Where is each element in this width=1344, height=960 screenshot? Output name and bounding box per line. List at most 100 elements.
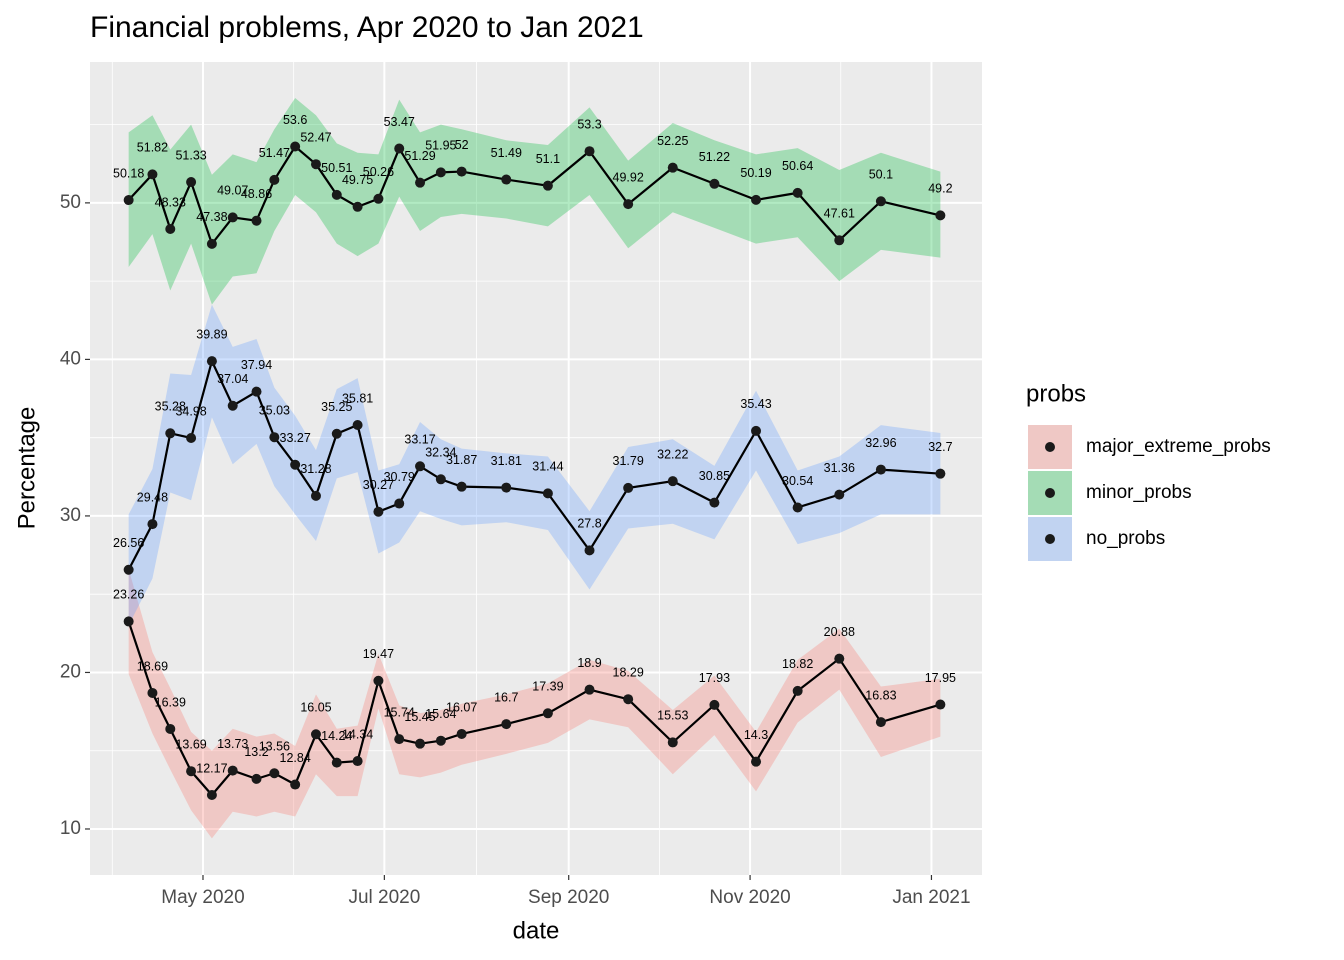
- point: [501, 719, 512, 730]
- data-label: 30.85: [699, 469, 730, 483]
- point: [352, 419, 363, 430]
- point: [751, 425, 762, 436]
- data-label: 50.18: [113, 166, 144, 180]
- data-label: 31.44: [532, 460, 563, 474]
- data-label: 49.07: [217, 184, 248, 198]
- point: [751, 194, 762, 205]
- point: [875, 196, 886, 207]
- data-label: 35.03: [259, 403, 290, 417]
- point: [542, 180, 553, 191]
- data-label: 50.26: [363, 165, 394, 179]
- data-label: 49.2: [928, 182, 952, 196]
- point: [542, 708, 553, 719]
- point: [792, 685, 803, 696]
- point: [751, 756, 762, 767]
- point: [269, 432, 280, 443]
- data-label: 50.64: [782, 159, 813, 173]
- data-label: 13.69: [175, 738, 206, 752]
- point: [269, 768, 280, 779]
- point: [875, 464, 886, 475]
- data-label: 16.7: [494, 690, 518, 704]
- point: [251, 773, 262, 784]
- data-label: 15.74: [384, 705, 415, 719]
- data-label: 37.94: [241, 358, 272, 372]
- data-label: 18.82: [782, 657, 813, 671]
- data-label: 31.79: [613, 454, 644, 468]
- point: [147, 519, 158, 530]
- y-tick-label: 30: [60, 505, 81, 526]
- data-label: 19.47: [363, 647, 394, 661]
- data-label: 17.93: [699, 671, 730, 685]
- data-label: 16.83: [865, 688, 896, 702]
- x-tick-label: Nov 2020: [709, 887, 790, 908]
- legend-dot: [1045, 488, 1055, 498]
- data-label: 51.29: [404, 149, 435, 163]
- line: [127, 621, 941, 797]
- data-label: 53.3: [577, 118, 601, 132]
- point: [501, 174, 512, 185]
- data-label: 32.96: [865, 436, 896, 450]
- point: [123, 564, 134, 575]
- data-label: 50.51: [321, 161, 352, 175]
- data-label: 32.22: [657, 447, 688, 461]
- data-label: 15.53: [657, 709, 688, 723]
- point: [186, 177, 197, 188]
- ribbon: [128, 569, 941, 839]
- point: [290, 779, 301, 790]
- legend-dot: [1045, 442, 1055, 452]
- point: [310, 490, 321, 501]
- point: [456, 481, 467, 492]
- data-label: 18.29: [613, 666, 644, 680]
- point: [792, 502, 803, 513]
- data-label: 12.84: [280, 751, 311, 765]
- data-label: 51.82: [137, 141, 168, 155]
- data-label: 30.27: [363, 478, 394, 492]
- y-tick-label: 10: [60, 818, 81, 839]
- point: [875, 717, 886, 728]
- data-label: 48.86: [241, 187, 272, 201]
- data-label: 15.64: [425, 707, 456, 721]
- point: [206, 356, 217, 367]
- data-label: 14.34: [342, 727, 373, 741]
- point: [147, 169, 158, 180]
- data-label: 18.9: [577, 656, 601, 670]
- point: [456, 166, 467, 177]
- data-label: 27.8: [577, 517, 601, 531]
- x-tick-label: Jul 2020: [348, 887, 420, 908]
- data-label: 53.47: [384, 115, 415, 129]
- data-label: 32.7: [928, 440, 952, 454]
- data-label: 31.81: [491, 454, 522, 468]
- point: [623, 694, 634, 705]
- x-axis-title: date: [513, 917, 560, 944]
- data-label: 31.36: [824, 461, 855, 475]
- point: [394, 734, 405, 745]
- data-label: 34.98: [175, 404, 206, 418]
- point: [501, 482, 512, 493]
- point: [709, 497, 720, 508]
- data-label: 31.87: [446, 453, 477, 467]
- point: [310, 729, 321, 740]
- point: [435, 167, 446, 178]
- data-label: 52: [455, 138, 469, 152]
- data-label: 32.34: [425, 446, 456, 460]
- point: [584, 146, 595, 157]
- data-label: 50.1: [869, 168, 893, 182]
- data-label: 33.27: [280, 431, 311, 445]
- point: [709, 178, 720, 189]
- point: [206, 790, 217, 801]
- data-label: 39.89: [196, 327, 227, 341]
- point: [935, 210, 946, 221]
- point: [935, 699, 946, 710]
- point: [394, 498, 405, 509]
- point: [834, 489, 845, 500]
- point: [792, 187, 803, 198]
- point: [373, 675, 384, 686]
- point: [373, 193, 384, 204]
- point: [352, 201, 363, 212]
- point: [251, 215, 262, 226]
- point: [667, 476, 678, 487]
- data-label: 48.33: [155, 195, 186, 209]
- data-label: 52.25: [657, 134, 688, 148]
- data-label: 50.19: [740, 166, 771, 180]
- data-label: 52.47: [300, 131, 331, 145]
